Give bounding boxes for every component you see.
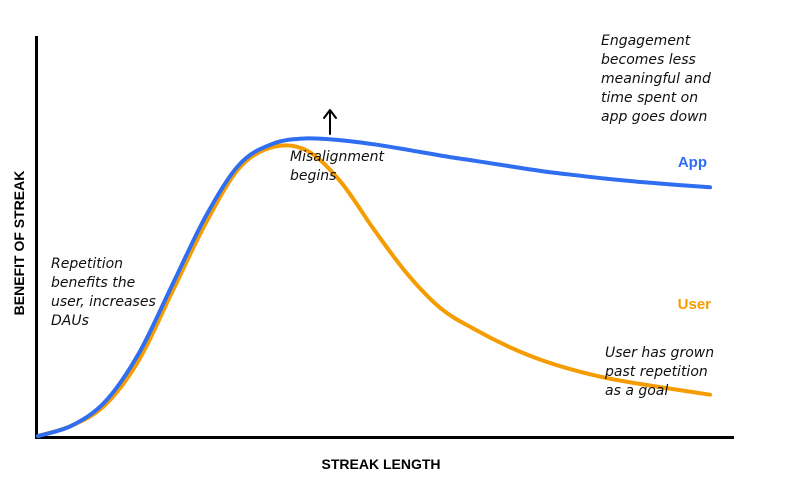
- x-axis-title: STREAK LENGTH: [322, 456, 441, 472]
- annotation-repetition: Repetition benefits the user, increases …: [51, 256, 160, 329]
- app-series-line: [36, 136, 712, 438]
- series-label-user: User: [678, 296, 712, 313]
- user-series-line: [36, 143, 712, 438]
- series-label-app: App: [678, 154, 707, 171]
- misalignment-arrow: [323, 109, 337, 135]
- annotation-engagement: Engagement becomes less meaningful and t…: [601, 33, 715, 125]
- y-axis-title: BENEFIT OF STREAK: [11, 171, 27, 316]
- annotation-user-grown: User has grown past repetition as a goal: [604, 345, 719, 399]
- annotation-misalignment: Misalignment begins: [290, 149, 388, 184]
